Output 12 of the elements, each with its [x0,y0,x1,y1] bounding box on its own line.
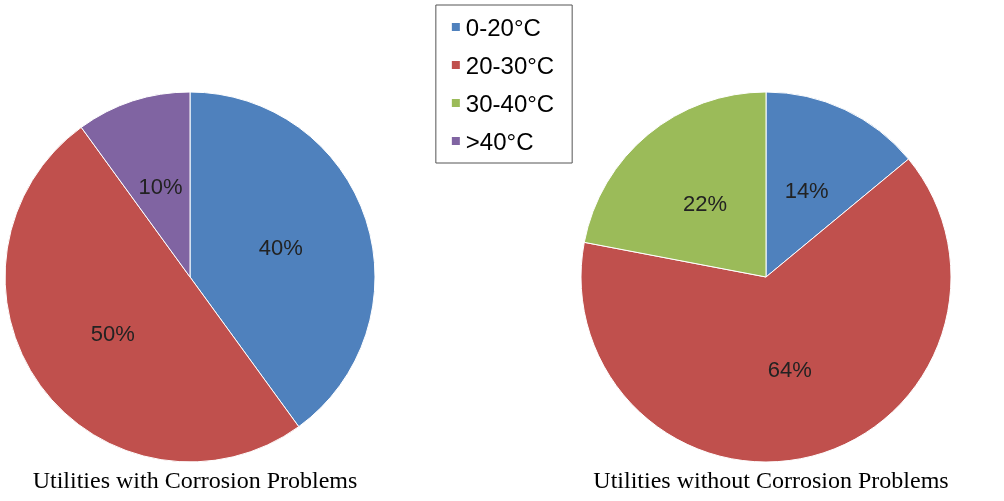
data-label: 64% [767,357,812,382]
data-label: 10% [138,173,183,199]
slice-label: Utilities with Corrosion Problems [32,467,358,493]
data-label: 22% [683,190,728,216]
data-label: 40% [258,234,303,260]
legend-label: >40°C [465,127,534,155]
legend-label: 30-40°C [465,89,555,117]
legend-label: 20-30°C [465,51,555,79]
data-label: 14% [784,178,829,204]
legend-label: 0-20°C [465,13,541,41]
data-label: 50% [90,320,135,346]
slice-label: Utilities without Corrosion Problems [593,467,949,493]
